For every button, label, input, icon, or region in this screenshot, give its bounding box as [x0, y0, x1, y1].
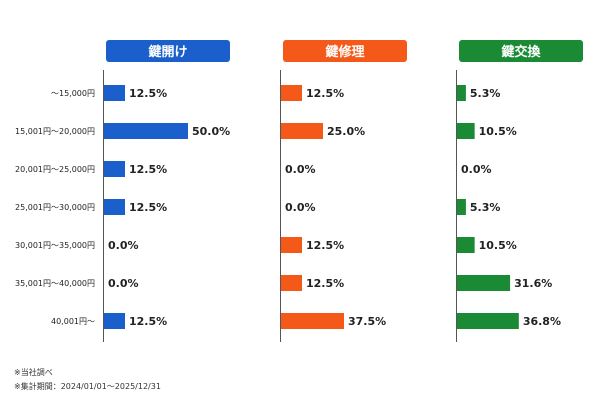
bar: [104, 123, 188, 139]
footnote-period: ※集計期間：2024/01/01～2025/12/31: [14, 382, 161, 391]
value-label: 0.0%: [285, 201, 316, 214]
bar: [104, 161, 125, 177]
value-label: 0.0%: [461, 163, 492, 176]
footnotes: ※当社調べ ※集計期間：2024/01/01～2025/12/31: [14, 366, 161, 394]
value-label: 12.5%: [129, 201, 167, 214]
value-label: 12.5%: [129, 87, 167, 100]
value-label: 37.5%: [348, 315, 386, 328]
value-label: 12.5%: [306, 87, 344, 100]
value-label: 0.0%: [108, 277, 139, 290]
value-label: 12.5%: [306, 277, 344, 290]
series-header: [459, 40, 583, 62]
category-label: 40,001円～: [51, 317, 95, 326]
category-label: 20,001円～25,000円: [15, 165, 95, 174]
bar: [281, 237, 302, 253]
value-label: 31.6%: [514, 277, 552, 290]
bar: [281, 275, 302, 291]
value-label: 5.3%: [470, 87, 501, 100]
bar: [281, 313, 344, 329]
bar: [281, 123, 323, 139]
bar: [457, 199, 466, 215]
value-label: 12.5%: [129, 315, 167, 328]
value-label: 0.0%: [285, 163, 316, 176]
bar: [104, 313, 125, 329]
category-label: 30,001円～35,000円: [15, 241, 95, 250]
bar: [457, 237, 475, 253]
value-label: 36.8%: [523, 315, 561, 328]
footnote-source: ※当社調べ: [14, 368, 53, 377]
series-header-label: 鍵修理: [325, 44, 364, 60]
category-label: 25,001円～30,000円: [15, 203, 95, 212]
series-header: [106, 40, 230, 62]
category-label: 15,001円～20,000円: [15, 127, 95, 136]
value-label: 50.0%: [192, 125, 230, 138]
series-header-label: 鍵開け: [148, 44, 187, 60]
value-label: 12.5%: [306, 239, 344, 252]
series-header-label: 鍵交換: [501, 44, 541, 60]
bar: [104, 85, 125, 101]
bar: [457, 275, 511, 291]
bar: [104, 199, 125, 215]
bar: [281, 85, 302, 101]
value-label: 5.3%: [470, 201, 501, 214]
bar: [457, 85, 466, 101]
value-label: 0.0%: [108, 239, 139, 252]
category-label: ～15,000円: [51, 89, 95, 98]
value-label: 10.5%: [479, 125, 517, 138]
series-header: [283, 40, 407, 62]
value-label: 12.5%: [129, 163, 167, 176]
value-label: 10.5%: [479, 239, 517, 252]
bar: [457, 313, 519, 329]
value-label: 25.0%: [327, 125, 365, 138]
bar: [457, 123, 475, 139]
category-label: 35,001円～40,000円: [15, 279, 95, 288]
